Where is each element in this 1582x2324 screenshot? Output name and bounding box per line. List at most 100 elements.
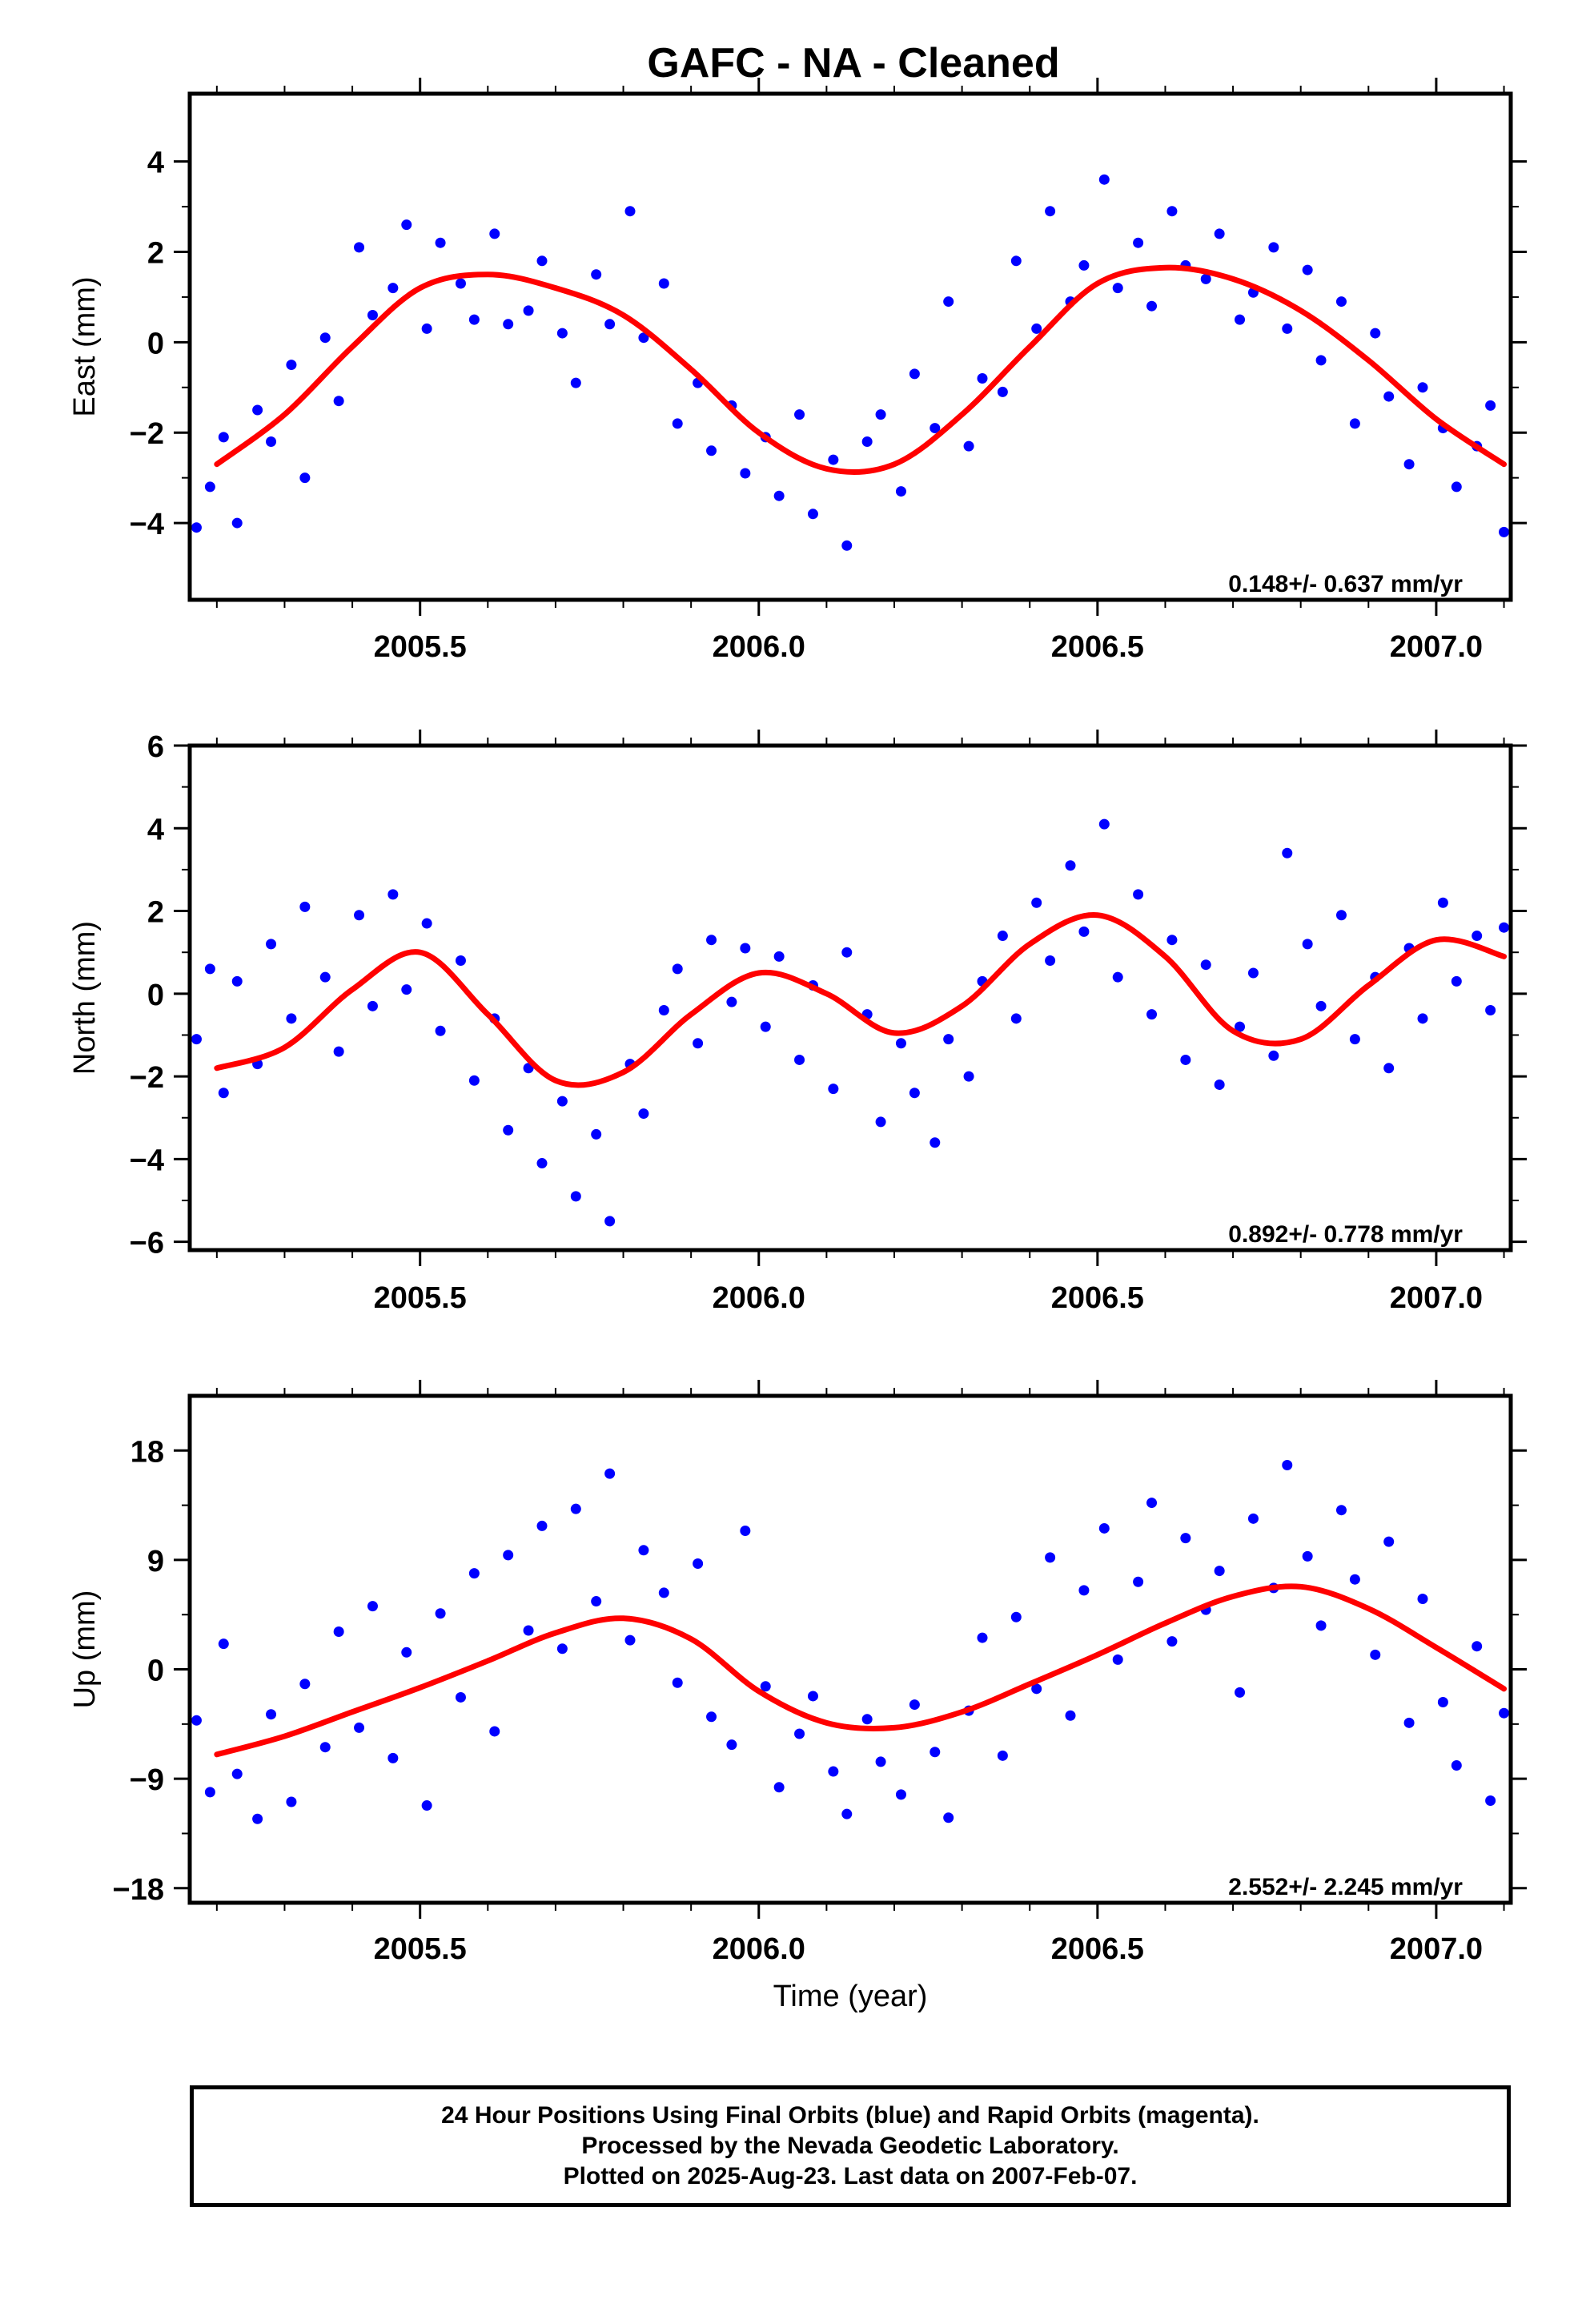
data-point <box>1200 273 1211 284</box>
data-point <box>1403 459 1415 470</box>
x-tick-label: 2007.0 <box>1390 1932 1483 1966</box>
panel-up: 2005.5 2006.0 2006.5 2007.0 −18 −9 0 9 18 Up (mm)… <box>68 1380 1527 2013</box>
data-point <box>1235 1687 1246 1698</box>
data-point <box>1166 1636 1178 1647</box>
data-point <box>191 1715 202 1726</box>
data-point <box>841 1808 853 1819</box>
data-point <box>266 939 277 950</box>
rate-label: 0.148+/- 0.637 mm/yr <box>1228 571 1463 597</box>
data-point <box>1451 481 1462 493</box>
data-point <box>1403 1717 1415 1728</box>
data-point <box>1133 237 1144 248</box>
data-point <box>624 206 636 217</box>
data-point <box>435 237 446 248</box>
data-point <box>760 1681 771 1692</box>
data-point <box>536 1158 548 1169</box>
data-point <box>1045 955 1056 967</box>
footer-line-1: 24 Hour Positions Using Final Orbits (bl… <box>441 2102 1259 2129</box>
data-point <box>387 889 399 900</box>
data-point <box>1499 526 1510 537</box>
data-point <box>1302 939 1313 950</box>
data-point <box>455 955 466 967</box>
y-tick-label: 9 <box>147 1545 164 1578</box>
data-point <box>706 1711 717 1723</box>
data-point <box>861 1714 873 1725</box>
data-point <box>1383 1063 1395 1074</box>
data-point <box>1451 1759 1462 1771</box>
y-tick-label: −2 <box>130 417 164 451</box>
data-point <box>638 1108 649 1120</box>
data-point <box>1146 1009 1158 1020</box>
data-point <box>570 1503 581 1514</box>
data-point <box>875 409 886 420</box>
data-point <box>468 1568 480 1579</box>
y-tick-label: 0 <box>147 1655 164 1688</box>
data-point <box>421 918 432 929</box>
data-point <box>740 468 751 479</box>
x-tick-label: 2006.5 <box>1051 1281 1144 1315</box>
x-axis-label: Time (year) <box>773 1980 928 2013</box>
data-point <box>1335 296 1347 308</box>
data-point <box>1098 818 1110 830</box>
y-tick-label: −2 <box>130 1061 164 1095</box>
footer-line-3: Plotted on 2025-Aug-23. Last data on 200… <box>563 2163 1138 2189</box>
y-tick-label: 0 <box>147 979 164 1012</box>
data-point <box>523 305 534 316</box>
y-tick-label: −6 <box>130 1227 164 1261</box>
data-point <box>1247 967 1259 979</box>
data-point <box>401 219 412 231</box>
data-point <box>231 1768 243 1779</box>
data-point <box>1133 1576 1144 1587</box>
data-point <box>1282 323 1293 334</box>
data-point <box>794 409 805 420</box>
data-point <box>943 1034 954 1045</box>
data-point <box>841 540 853 551</box>
data-point <box>591 1596 602 1607</box>
data-point <box>1383 1536 1395 1547</box>
data-point <box>1302 1550 1313 1562</box>
data-point <box>693 1558 704 1569</box>
data-point <box>1268 1050 1279 1061</box>
y-tick-label: −18 <box>113 1873 164 1907</box>
data-point <box>1349 1034 1360 1045</box>
y-tick-label: −4 <box>130 508 164 541</box>
data-point <box>455 1691 466 1703</box>
data-point <box>1437 1697 1448 1708</box>
data-point <box>489 1726 500 1737</box>
data-point <box>1499 922 1510 933</box>
x-tick-label: 2006.0 <box>713 630 805 664</box>
data-point <box>672 1677 683 1688</box>
data-point <box>977 1632 988 1643</box>
data-point <box>1078 259 1090 271</box>
data-point <box>421 323 432 334</box>
data-point <box>977 373 988 384</box>
y-tick-label: 0 <box>147 327 164 360</box>
data-point <box>1214 1566 1225 1577</box>
data-point <box>638 1545 649 1556</box>
data-point <box>1315 1000 1327 1011</box>
data-point <box>591 1128 602 1140</box>
data-point <box>367 1601 378 1612</box>
data-point <box>468 1075 480 1086</box>
data-point <box>1315 355 1327 366</box>
data-point <box>191 522 202 533</box>
data-point <box>299 901 311 912</box>
data-point <box>1349 418 1360 429</box>
data-point <box>658 1004 669 1015</box>
data-point <box>1235 314 1246 325</box>
data-point <box>1010 255 1022 267</box>
data-point <box>997 931 1008 942</box>
data-point <box>1485 400 1496 411</box>
data-point <box>191 1034 202 1045</box>
data-point <box>773 1782 785 1793</box>
data-point <box>1200 959 1211 971</box>
data-point <box>895 1789 906 1800</box>
data-point <box>1180 1533 1191 1544</box>
data-point <box>875 1116 886 1128</box>
data-point <box>1451 975 1462 987</box>
data-point <box>218 1638 229 1650</box>
data-point <box>1383 391 1395 402</box>
y-tick-label: 6 <box>147 730 164 764</box>
data-point <box>299 472 311 484</box>
data-point <box>286 1796 297 1807</box>
